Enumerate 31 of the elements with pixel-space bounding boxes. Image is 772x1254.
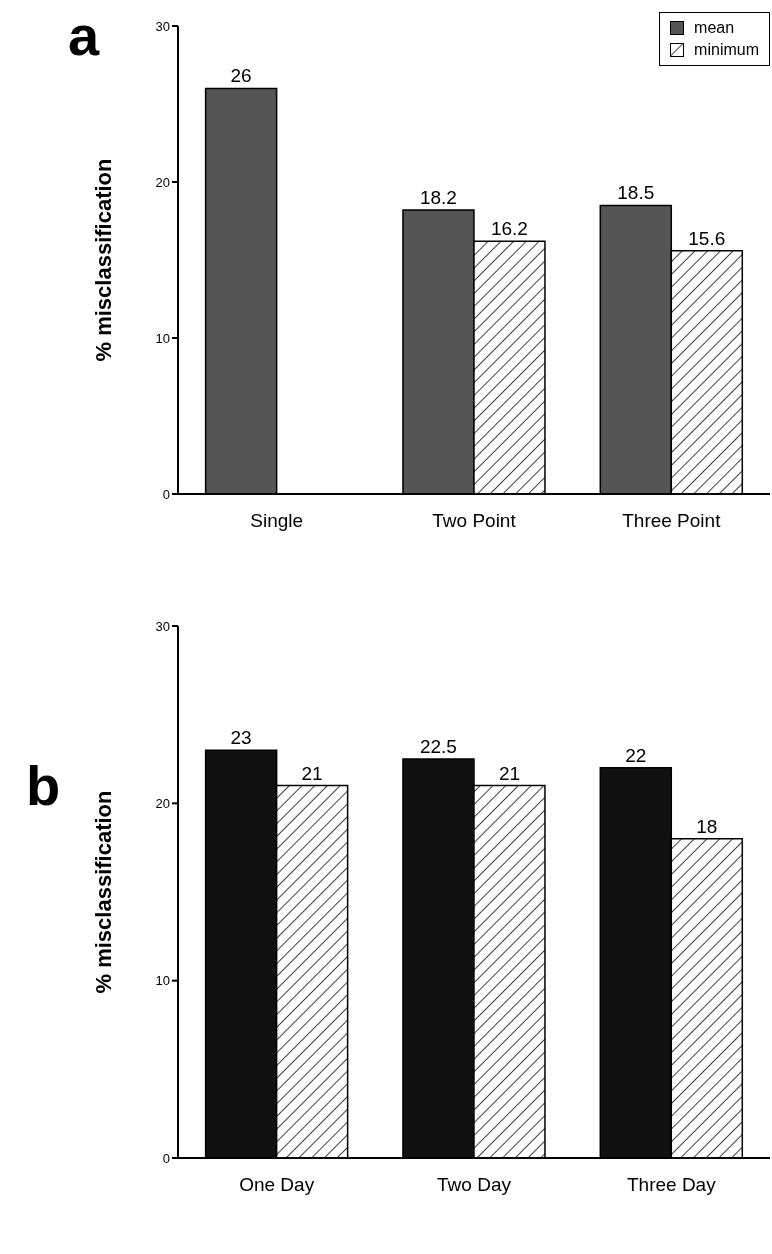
data-label: 22: [625, 744, 647, 766]
x-tick-label: Single: [250, 510, 304, 532]
y-tick-label: 10: [155, 973, 170, 989]
y-tick-label: 20: [155, 795, 170, 811]
x-tick-label: Three Day: [626, 1174, 717, 1196]
data-label: 16.2: [490, 218, 528, 240]
y-tick-label: 0: [162, 486, 170, 502]
data-label: 23: [230, 727, 252, 749]
data-label: 26: [230, 65, 252, 87]
x-tick-label: One Day: [239, 1174, 315, 1196]
data-label: 15.6: [688, 227, 726, 249]
y-tick-label: 10: [155, 330, 170, 346]
legend-label: mean: [694, 18, 735, 38]
data-label: 21: [301, 762, 323, 784]
y-tick-label: 20: [155, 174, 170, 190]
x-tick-label: Three Point: [622, 510, 722, 532]
chart-title: a: [68, 4, 100, 67]
data-label: 18.2: [419, 187, 457, 209]
y-axis-title: % misclassification: [90, 158, 116, 362]
y-tick-label: 0: [162, 1150, 170, 1166]
data-label: 18: [696, 815, 718, 837]
text: b: [26, 754, 61, 817]
x-tick-label: Two Point: [432, 510, 517, 532]
data-label: 18.5: [617, 182, 655, 204]
data-label: 22.5: [419, 736, 457, 757]
x-tick-label: Two Day: [437, 1174, 512, 1196]
y-tick-label: 30: [155, 18, 170, 34]
legend-label: minimum: [694, 40, 759, 60]
data-label: 21: [498, 762, 521, 784]
y-tick-label: 30: [155, 618, 170, 634]
y-axis-title: % misclassification: [90, 790, 116, 994]
